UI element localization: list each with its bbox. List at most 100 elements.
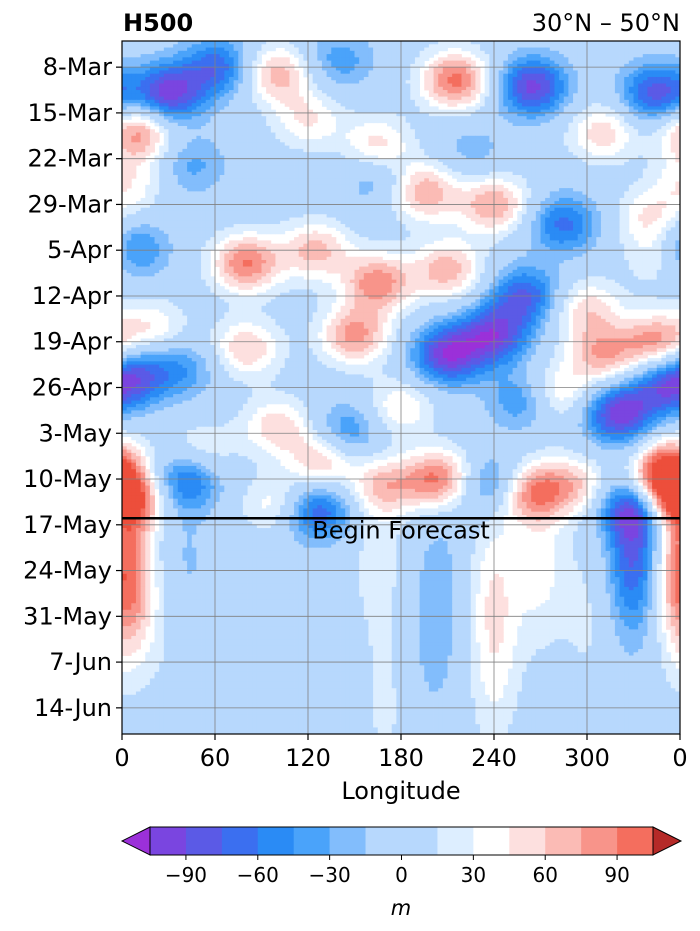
field-cell: [169, 149, 174, 153]
field-cell: [164, 103, 169, 107]
field-cell: [527, 77, 532, 81]
field-cell: [368, 159, 373, 163]
field-cell: [643, 54, 648, 58]
field-cell: [578, 77, 583, 81]
field-cell: [517, 57, 522, 61]
field-cell: [596, 61, 601, 65]
field-cell: [364, 159, 369, 163]
field-cell: [559, 162, 564, 166]
field-cell: [145, 80, 150, 84]
field-cell: [545, 106, 550, 110]
field-cell: [517, 152, 522, 156]
field-cell: [634, 139, 639, 143]
field-cell: [554, 162, 559, 166]
field-cell: [275, 126, 280, 130]
field-cell: [294, 84, 299, 88]
field-cell: [624, 51, 629, 55]
field-cell: [252, 51, 257, 55]
field-cell: [457, 80, 462, 84]
field-cell: [461, 77, 466, 81]
field-cell: [457, 142, 462, 146]
field-cell: [238, 80, 243, 84]
field-cell: [554, 123, 559, 127]
field-cell: [517, 182, 522, 186]
field-cell: [480, 100, 485, 104]
field-cell: [266, 126, 271, 130]
field-cell: [480, 159, 485, 163]
field-cell: [141, 136, 146, 140]
field-cell: [420, 149, 425, 153]
field-cell: [350, 90, 355, 94]
field-cell: [317, 191, 322, 195]
field-cell: [350, 44, 355, 48]
field-cell: [224, 165, 229, 169]
field-cell: [150, 113, 155, 117]
field-cell: [178, 175, 183, 179]
field-cell: [327, 84, 332, 88]
field-cell: [164, 61, 169, 65]
field-cell: [382, 188, 387, 192]
field-cell: [234, 67, 239, 71]
field-cell: [480, 136, 485, 140]
field-cell: [359, 70, 364, 74]
field-cell: [289, 100, 294, 104]
field-cell: [382, 80, 387, 84]
field-cell: [536, 172, 541, 176]
field-cell: [336, 182, 341, 186]
field-cell: [364, 87, 369, 91]
field-cell: [359, 74, 364, 78]
field-cell: [285, 139, 290, 143]
field-cell: [531, 51, 536, 55]
field-cell: [522, 100, 527, 104]
field-cell: [601, 185, 606, 189]
field-cell: [457, 123, 462, 127]
field-cell: [127, 61, 132, 65]
field-cell: [550, 97, 555, 101]
field-cell: [299, 149, 304, 153]
field-cell: [406, 162, 411, 166]
field-cell: [289, 146, 294, 150]
field-cell: [262, 172, 267, 176]
field-cell: [294, 100, 299, 104]
field-cell: [485, 139, 490, 143]
field-cell: [647, 159, 652, 163]
field-cell: [266, 146, 271, 150]
field-cell: [461, 178, 466, 182]
field-cell: [606, 159, 611, 163]
field-cell: [308, 162, 313, 166]
field-cell: [243, 70, 248, 74]
field-cell: [364, 178, 369, 182]
field-cell: [159, 149, 164, 153]
field-cell: [573, 51, 578, 55]
field-cell: [150, 133, 155, 137]
field-cell: [266, 123, 271, 127]
field-cell: [647, 106, 652, 110]
field-cell: [480, 149, 485, 153]
field-cell: [471, 178, 476, 182]
field-cell: [475, 126, 480, 130]
field-cell: [420, 61, 425, 65]
field-cell: [289, 84, 294, 88]
field-cell: [620, 168, 625, 172]
field-cell: [531, 142, 536, 146]
field-cell: [666, 123, 671, 127]
field-cell: [224, 84, 229, 88]
field-cell: [196, 146, 201, 150]
field-cell: [355, 61, 360, 65]
field-cell: [494, 93, 499, 97]
field-cell: [448, 67, 453, 71]
field-cell: [220, 51, 225, 55]
field-cell: [327, 165, 332, 169]
field-cell: [564, 129, 569, 133]
field-cell: [378, 44, 383, 48]
field-cell: [452, 87, 457, 91]
field-cell: [229, 44, 234, 48]
field-cell: [527, 119, 532, 123]
field-cell: [136, 67, 141, 71]
field-cell: [187, 84, 192, 88]
field-cell: [224, 149, 229, 153]
field-cell: [178, 54, 183, 58]
field-cell: [262, 136, 267, 140]
field-cell: [554, 159, 559, 163]
field-cell: [624, 119, 629, 123]
